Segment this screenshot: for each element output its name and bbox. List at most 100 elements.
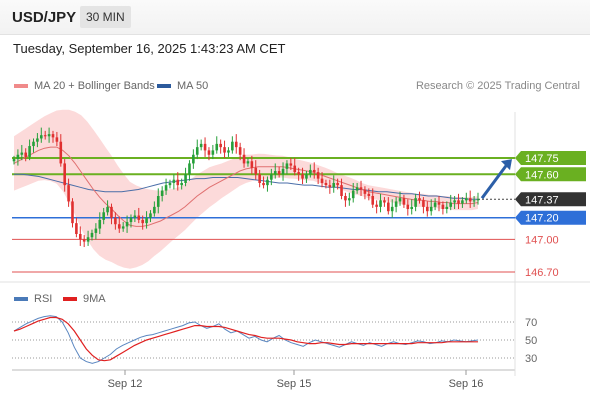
timestamp-text: Tuesday, September 16, 2025 1:43:23 AM C… [13,41,286,56]
candle-body [82,239,86,242]
last-price-tag [515,192,586,207]
candle-body [406,204,410,210]
level-tag-147.20 [515,210,586,225]
x-tick-label: Sep 16 [449,378,484,390]
candle-body [320,178,324,183]
candle-body [129,217,133,223]
candle-body [121,226,125,229]
candle-body [12,159,16,162]
candle-body [238,147,242,155]
candle-body [309,169,312,175]
candle-body [371,196,375,205]
candle-body [207,150,211,155]
candle-body [195,147,199,155]
candle-body [117,224,121,229]
candle-body [468,198,472,202]
legend-label-ma50: MA 50 [177,80,209,92]
last-price-label: 147.37 [525,194,559,206]
ma20-line [13,146,479,227]
candle-body [266,179,269,186]
candle-body [227,150,230,153]
candle-body [55,137,59,142]
candle-body [437,202,441,205]
candle-body [422,200,425,207]
candle-body [106,206,109,213]
candle-body [20,152,24,155]
candle-body [363,189,367,194]
legend-label-ma20: MA 20 + Bollinger Bands [34,80,155,92]
candle-body [43,135,47,137]
candle-body [312,169,316,173]
candle-body [367,193,371,196]
candle-body [359,187,363,190]
candle-body [328,185,332,188]
candles-group [12,127,480,248]
candle-body [293,165,297,173]
legend-item-ma50: MA 50 [157,80,208,92]
candle-body [472,200,476,202]
candle-body [141,219,144,224]
candle-body [277,171,281,175]
rsi-tick-30: 30 [525,353,537,365]
timeframe-selector[interactable]: 30 MIN [80,6,131,28]
legend-item-ma20: MA 20 + Bollinger Bands [14,80,155,92]
candle-body [71,201,74,224]
candle-body [285,163,289,169]
candle-body [348,198,351,201]
candle-body [168,182,172,186]
rsi-swatch [14,297,28,302]
candle-body [98,219,102,229]
candle-body [258,174,261,183]
candle-body [86,237,90,242]
candle-body [114,217,117,225]
candle-body [28,146,31,157]
candle-body [24,152,27,157]
target-arrow-head [501,159,512,171]
candle-body [457,200,460,204]
level-tag-147.75 [515,151,586,165]
candle-body [394,201,398,207]
candle-body [32,141,35,147]
bollinger-band [14,109,478,269]
candle-body [414,198,417,207]
candle-body [47,134,51,137]
legend-item-rsi-ma: 9MA [63,293,106,305]
candle-body [445,206,449,210]
candle-body [51,134,55,138]
candle-body [410,206,414,210]
candle-body [426,206,429,212]
candle-body [297,172,300,175]
candle-body [418,198,421,201]
candle-body [59,141,63,164]
x-tick-label: Sep 15 [277,378,312,390]
candle-body [332,182,336,188]
candle-body [242,154,246,164]
candle-body [164,185,168,191]
candle-body [398,198,402,202]
candle-body [36,138,39,142]
candle-body [192,154,195,164]
candle-body [137,215,141,220]
candle-body [94,228,98,233]
candle-body [465,198,468,201]
candle-body [336,182,339,186]
candle-body [273,171,277,175]
candle-body [133,215,137,218]
legend-label-rsi-ma: 9MA [83,293,106,305]
candle-body [199,143,203,148]
candle-body [379,200,382,207]
level-label-147.75: 147.75 [525,153,559,165]
candle-body [316,172,320,179]
candle-body [215,143,219,151]
candle-body [234,141,238,148]
candle-body [110,206,113,218]
candle-body [211,150,215,155]
rsi-ma-swatch [63,297,77,302]
candle-body [172,179,176,183]
candle-body [63,163,66,186]
candle-body [203,143,207,151]
level-tag-147.60 [515,167,586,182]
level-label-147.60: 147.60 [525,169,559,181]
